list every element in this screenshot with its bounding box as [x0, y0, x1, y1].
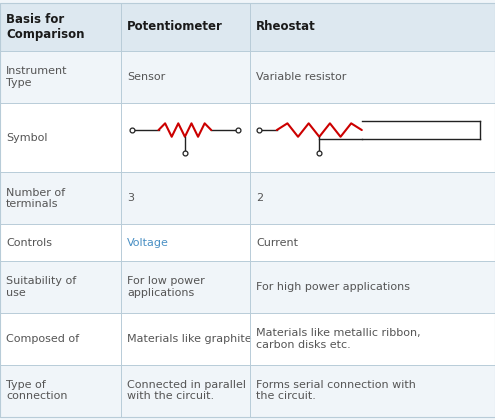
Bar [0, 224, 495, 261]
Bar [0, 172, 495, 224]
Text: Composed of: Composed of [6, 334, 79, 344]
Bar [0, 313, 495, 365]
Bar [0, 261, 495, 313]
Text: Controls: Controls [6, 238, 52, 247]
Text: Number of
terminals: Number of terminals [6, 188, 65, 209]
Text: 2: 2 [256, 193, 263, 203]
Text: Variable resistor: Variable resistor [256, 72, 346, 82]
Text: Suitability of
use: Suitability of use [6, 276, 76, 298]
Text: Type of
connection: Type of connection [6, 380, 67, 402]
Text: For low power
applications: For low power applications [127, 276, 205, 298]
Text: Materials like metallic ribbon,
carbon disks etc.: Materials like metallic ribbon, carbon d… [256, 328, 421, 349]
Text: Symbol: Symbol [6, 133, 48, 143]
Bar [0, 103, 495, 172]
Bar [0, 365, 495, 417]
Text: Voltage: Voltage [127, 238, 169, 247]
Text: Materials like graphite: Materials like graphite [127, 334, 252, 344]
Bar [0, 51, 495, 103]
Text: Instrument
Type: Instrument Type [6, 66, 67, 88]
Text: For high power applications: For high power applications [256, 282, 410, 292]
Text: Potentiometer: Potentiometer [127, 21, 223, 34]
Text: Sensor: Sensor [127, 72, 165, 82]
Bar [0, 3, 495, 51]
Text: Forms serial connection with
the circuit.: Forms serial connection with the circuit… [256, 380, 416, 402]
Text: Current: Current [256, 238, 298, 247]
Text: Rheostat: Rheostat [256, 21, 316, 34]
Text: Basis for
Comparison: Basis for Comparison [6, 13, 85, 41]
Text: Connected in parallel
with the circuit.: Connected in parallel with the circuit. [127, 380, 246, 402]
Text: 3: 3 [127, 193, 134, 203]
